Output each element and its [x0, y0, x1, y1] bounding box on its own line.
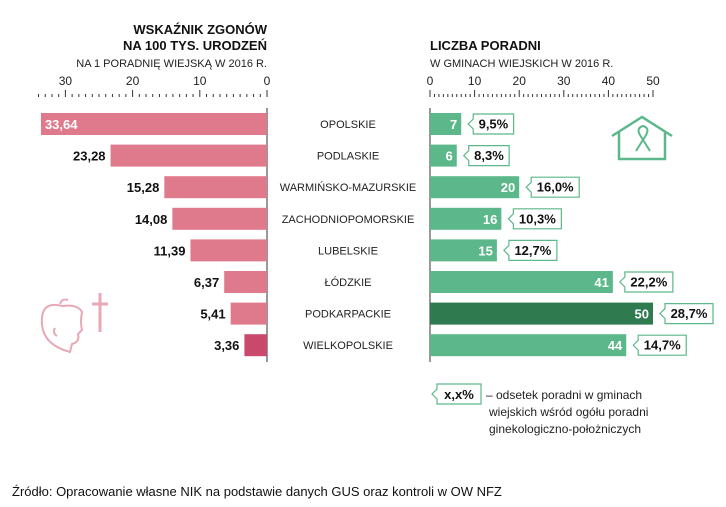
legend-callout — [431, 383, 482, 405]
left-bar-label: 23,28 — [73, 149, 106, 164]
left-subtitle: NA 1 PORADNIĘ WIEJSKĄ W 2016 R. — [76, 58, 267, 70]
percent-callout — [462, 145, 510, 167]
left-bar-label: 11,39 — [154, 243, 186, 258]
left-title: WSKAŹNIK ZGONÓW — [133, 22, 267, 37]
tick-label: 20 — [126, 74, 140, 88]
left-bar-label: 3,36 — [214, 338, 239, 353]
left-bar-label: 33,64 — [45, 117, 78, 132]
left-bar — [110, 144, 267, 167]
left-bar-label: 14,08 — [135, 212, 168, 227]
right-bar — [430, 144, 457, 167]
region-label: ZACHODNIOPOMORSKIE — [282, 214, 415, 226]
left-bar — [230, 302, 267, 325]
region-label: WARMIŃSKO-MAZURSKIE — [280, 181, 417, 194]
right-bar-label: 16 — [483, 212, 497, 227]
right-bar — [430, 207, 502, 230]
percent-label: 22,2% — [630, 275, 667, 290]
percent-label: 28,7% — [671, 306, 708, 321]
right-bar-label: 50 — [635, 307, 649, 322]
percent-callout — [659, 303, 714, 325]
left-bar-label: 15,28 — [127, 180, 160, 195]
legend-text: – odsetek poradni w gminach — [486, 388, 642, 402]
left-title-line2: NA 100 TYS. URODZEŃ — [123, 38, 267, 53]
right-bar — [430, 271, 613, 293]
right-bar — [430, 113, 462, 135]
tick-label: 0 — [264, 74, 271, 88]
region-label: PODLASKIE — [317, 151, 379, 163]
right-bar — [430, 302, 653, 325]
percent-callout — [525, 176, 580, 198]
percent-label: 12,7% — [514, 243, 551, 258]
percent-label: 8,3% — [474, 148, 504, 163]
right-subtitle: W GMINACH WIEJSKICH W 2016 R. — [430, 58, 613, 70]
left-bar — [244, 334, 267, 357]
tick-label: 50 — [646, 74, 660, 88]
right-bar — [430, 176, 520, 199]
left-bar — [164, 176, 267, 199]
percent-callout — [632, 334, 687, 356]
left-bar — [190, 239, 267, 262]
region-label: ŁÓDZKIE — [324, 276, 371, 289]
legend-text: wiejskich wśród ogółu poradni — [488, 405, 648, 419]
left-bar-label: 5,41 — [200, 307, 225, 322]
tick-label: 40 — [602, 74, 616, 88]
tick-label: 30 — [59, 74, 73, 88]
tick-label: 10 — [468, 74, 482, 88]
region-label: OPOLSKIE — [320, 119, 376, 131]
percent-callout — [619, 271, 674, 293]
tick-label: 10 — [193, 74, 207, 88]
percent-label: 14,7% — [644, 338, 681, 353]
percent-callout — [507, 208, 562, 230]
percent-callout — [467, 113, 515, 135]
percent-label: 10,3% — [519, 211, 556, 226]
legend-sample: x,x% — [444, 387, 474, 402]
right-title: LICZBA PORADNI — [430, 38, 541, 53]
region-label: WIELKOPOLSKIE — [303, 340, 393, 352]
right-bar — [430, 239, 497, 262]
percent-callout — [503, 239, 558, 261]
right-bar-label: 20 — [501, 180, 515, 195]
tick-label: 30 — [557, 74, 571, 88]
left-bar — [172, 207, 267, 230]
house-ribbon-icon — [611, 115, 673, 161]
left-bar-label: 6,37 — [194, 275, 219, 290]
percent-label: 16,0% — [537, 180, 574, 195]
left-bar — [224, 271, 267, 293]
right-bar-label: 6 — [446, 149, 453, 164]
right-bar-label: 41 — [594, 275, 608, 290]
region-label: PODKARPACKIE — [305, 309, 391, 321]
tick-label: 20 — [513, 74, 527, 88]
right-bar-label: 7 — [450, 117, 457, 132]
legend-text: ginekologiczno-położniczych — [489, 422, 641, 436]
right-bar-label: 44 — [608, 338, 623, 353]
percent-label: 9,5% — [479, 117, 509, 132]
source-note: Źródło: Opracowanie własne NIK na podsta… — [12, 484, 502, 499]
left-bar — [40, 113, 267, 135]
right-bar — [430, 334, 627, 357]
right-bar-label: 15 — [478, 243, 492, 258]
region-label: LUBELSKIE — [318, 245, 378, 257]
infant-mortality-icon — [40, 293, 108, 354]
tick-label: 0 — [427, 74, 434, 88]
